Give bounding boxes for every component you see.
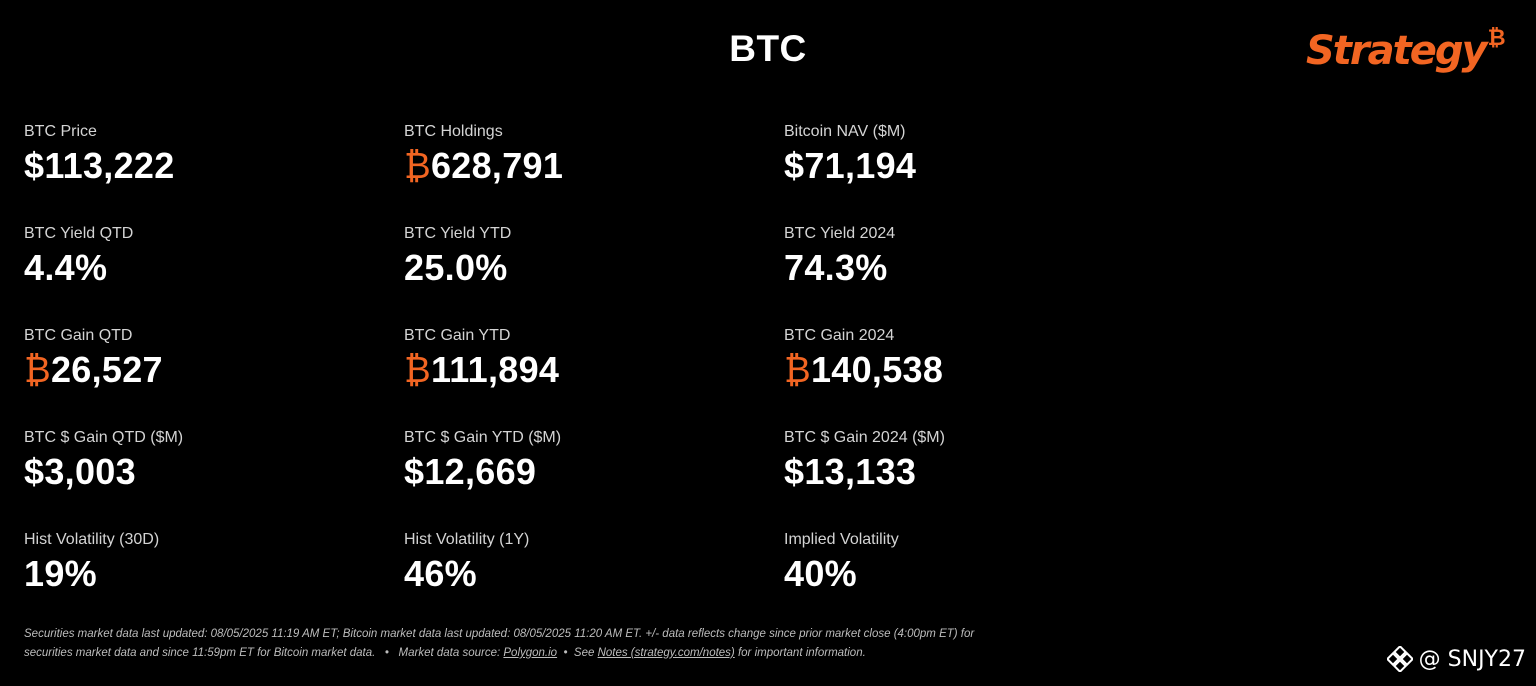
metric-label: BTC Yield QTD	[24, 225, 134, 242]
binance-icon	[1386, 646, 1413, 672]
metric-value: 4.4%	[24, 248, 384, 288]
metric-label: BTC Price	[24, 123, 97, 140]
metric-number: 111,894	[430, 349, 560, 390]
metric-value: ₿628,791	[404, 146, 764, 186]
metric-card: BTC $ Gain YTD ($M) $12,669	[404, 428, 764, 492]
strategy-logo[interactable]: Strategy ₿	[1306, 26, 1506, 86]
metric-value: 40%	[784, 554, 1144, 594]
metric-label: Implied Volatility	[784, 531, 899, 548]
footnote-text: • See	[557, 647, 598, 659]
metric-card: BTC Gain 2024 ₿140,538	[784, 326, 1144, 390]
metric-value: $71,194	[784, 146, 1144, 186]
metric-number: 26,527	[50, 349, 163, 390]
metric-label: Hist Volatility (30D)	[24, 531, 160, 548]
metric-number: 25.0%	[404, 247, 508, 288]
metric-card: Hist Volatility (1Y) 46%	[404, 530, 764, 594]
metric-number: $12,669	[404, 451, 537, 492]
metric-label: BTC $ Gain YTD ($M)	[404, 429, 562, 446]
metric-value: $13,133	[784, 452, 1144, 492]
metric-value: 19%	[24, 554, 384, 594]
metric-card: BTC Yield YTD 25.0%	[404, 224, 764, 288]
metric-card: BTC Gain QTD ₿26,527	[24, 326, 384, 390]
bitcoin-symbol-icon: ₿	[24, 349, 51, 390]
metric-number: $113,222	[24, 145, 175, 186]
metric-value: ₿140,538	[784, 350, 1144, 390]
footnote-line-1: Securities market data last updated: 08/…	[24, 628, 975, 640]
bitcoin-symbol-icon: ₿	[784, 349, 811, 390]
metric-card: BTC Holdings ₿628,791	[404, 122, 764, 186]
metric-value: ₿26,527	[24, 350, 384, 390]
metric-number: $71,194	[784, 145, 917, 186]
notes-link[interactable]: Notes (strategy.com/notes)	[597, 647, 735, 659]
metric-value: ₿111,894	[404, 350, 764, 390]
metric-value: $113,222	[24, 146, 384, 186]
metric-value: 46%	[404, 554, 764, 594]
metric-card: BTC $ Gain 2024 ($M) $13,133	[784, 428, 1144, 492]
metric-label: BTC Holdings	[404, 123, 503, 140]
watermark: @ SNJY27	[1386, 646, 1526, 672]
metric-number: 4.4%	[24, 247, 108, 288]
metric-label: BTC Yield YTD	[404, 225, 512, 242]
page-title: BTC	[729, 28, 807, 69]
metric-number: 140,538	[810, 349, 944, 390]
metric-value: 25.0%	[404, 248, 764, 288]
metric-value: $12,669	[404, 452, 764, 492]
metric-label: BTC Gain 2024	[784, 327, 895, 344]
bitcoin-symbol-icon: ₿	[1487, 26, 1506, 51]
metric-label: BTC $ Gain 2024 ($M)	[784, 429, 945, 446]
metric-card: Bitcoin NAV ($M) $71,194	[784, 122, 1144, 186]
metric-card: Implied Volatility 40%	[784, 530, 1144, 594]
footnote-line-2: securities market data and since 11:59pm…	[24, 644, 1104, 663]
bitcoin-symbol-icon: ₿	[404, 145, 431, 186]
metric-card: BTC Price $113,222	[24, 122, 384, 186]
metric-number: $13,133	[784, 451, 917, 492]
bitcoin-symbol-icon: ₿	[404, 349, 431, 390]
metric-card: BTC Yield QTD 4.4%	[24, 224, 384, 288]
metric-number: $3,003	[24, 451, 136, 492]
metric-label: BTC Gain QTD	[24, 327, 133, 344]
footnote-text: securities market data and since 11:59pm…	[24, 647, 504, 659]
footnote-text: for important information.	[734, 647, 866, 659]
metric-number: 628,791	[430, 145, 564, 186]
metric-label: BTC Gain YTD	[404, 327, 511, 344]
metric-value: $3,003	[24, 452, 384, 492]
metric-number: 40%	[784, 553, 857, 594]
polygon-link[interactable]: Polygon.io	[503, 647, 558, 659]
metric-card: BTC $ Gain QTD ($M) $3,003	[24, 428, 384, 492]
footnote: Securities market data last updated: 08/…	[24, 625, 1104, 663]
metric-card: Hist Volatility (30D) 19%	[24, 530, 384, 594]
metric-label: BTC $ Gain QTD ($M)	[24, 429, 184, 446]
metric-label: BTC Yield 2024	[784, 225, 896, 242]
metric-number: 74.3%	[784, 247, 888, 288]
metric-card: BTC Gain YTD ₿111,894	[404, 326, 764, 390]
watermark-handle: @ SNJY27	[1418, 646, 1526, 672]
metric-number: 19%	[24, 553, 97, 594]
logo-wordmark: Strategy	[1306, 28, 1488, 74]
metric-label: Hist Volatility (1Y)	[404, 531, 530, 548]
metric-label: Bitcoin NAV ($M)	[784, 123, 906, 140]
metric-value: 74.3%	[784, 248, 1144, 288]
metric-number: 46%	[404, 553, 477, 594]
metric-card: BTC Yield 2024 74.3%	[784, 224, 1144, 288]
